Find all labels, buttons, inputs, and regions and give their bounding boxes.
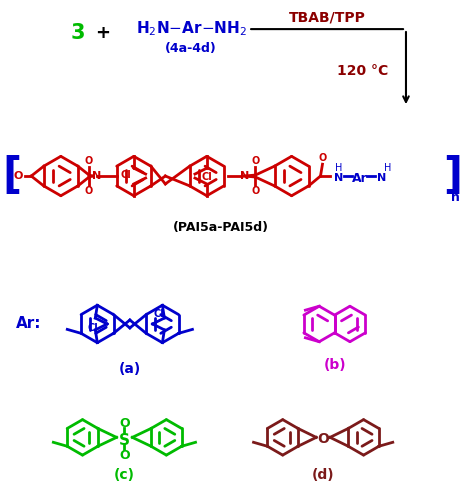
Text: (d): (d) <box>311 468 334 482</box>
Text: Ar: Ar <box>351 172 367 184</box>
Text: O: O <box>85 186 93 196</box>
Text: O: O <box>251 186 259 196</box>
Text: Cl: Cl <box>201 172 212 182</box>
Text: Cl: Cl <box>120 170 131 180</box>
Text: Cl: Cl <box>153 309 163 319</box>
Text: H: H <box>334 163 341 173</box>
Text: TBAB/TPP: TBAB/TPP <box>288 10 365 24</box>
Text: +: + <box>94 24 110 42</box>
Text: ]: ] <box>442 155 461 197</box>
Text: S: S <box>119 433 130 448</box>
Text: 3: 3 <box>70 23 85 43</box>
Text: N: N <box>239 171 248 181</box>
Text: (c): (c) <box>114 468 135 482</box>
Text: N: N <box>376 173 385 183</box>
Text: O: O <box>119 417 130 430</box>
Text: n: n <box>450 191 459 204</box>
Text: (b): (b) <box>323 358 345 372</box>
Text: O: O <box>317 432 328 446</box>
Text: [: [ <box>2 155 21 197</box>
Text: (4a-4d): (4a-4d) <box>165 42 216 56</box>
Text: O: O <box>14 171 23 181</box>
Text: N: N <box>92 171 101 181</box>
Text: H: H <box>383 163 390 173</box>
Text: Ar:: Ar: <box>15 316 41 332</box>
Text: O: O <box>85 156 93 166</box>
Text: (a): (a) <box>119 362 141 376</box>
Text: N: N <box>333 173 342 183</box>
Text: O: O <box>119 448 130 462</box>
Text: Cl: Cl <box>88 323 99 333</box>
Text: 120 °C: 120 °C <box>336 64 388 78</box>
Text: O: O <box>318 154 326 164</box>
Text: (PAI5a-PAI5d): (PAI5a-PAI5d) <box>172 221 268 234</box>
Text: O: O <box>251 156 259 166</box>
Text: H$_2$N$-$Ar$-$NH$_2$: H$_2$N$-$Ar$-$NH$_2$ <box>135 20 246 38</box>
